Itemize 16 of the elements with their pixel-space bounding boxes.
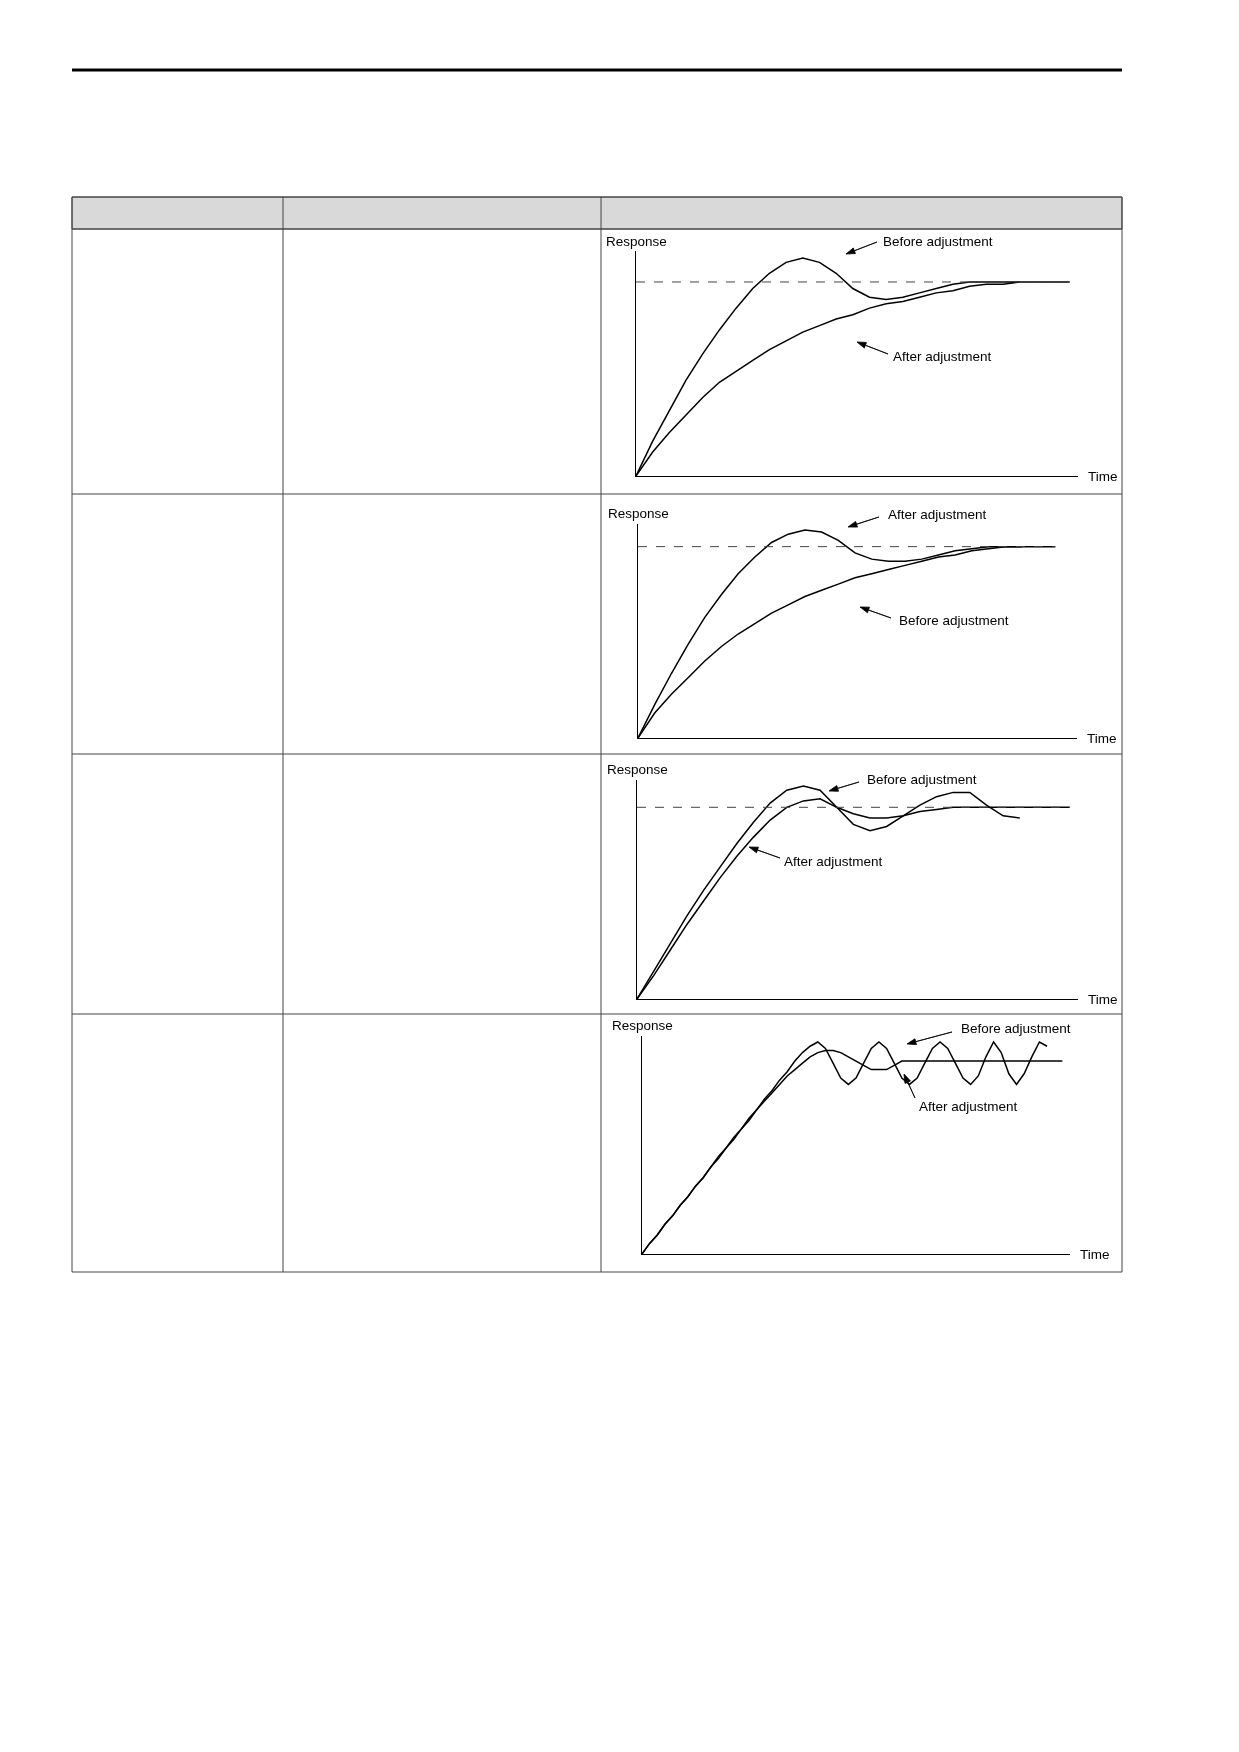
- x-axis-title: Time: [1087, 731, 1117, 746]
- x-axis-title: Time: [1088, 992, 1118, 1007]
- legend-label: After adjustment: [919, 1099, 1018, 1114]
- legend-label: Before adjustment: [867, 772, 977, 787]
- y-axis-title: Response: [612, 1018, 673, 1033]
- legend-label: Before adjustment: [899, 613, 1009, 628]
- legend-label: After adjustment: [893, 349, 992, 364]
- series-label: Before adjustment: [961, 1021, 1071, 1036]
- x-axis-title: Time: [1080, 1247, 1110, 1262]
- x-axis-title: Time: [1088, 469, 1118, 484]
- y-axis-title: Response: [607, 762, 668, 777]
- legend-label: After adjustment: [784, 854, 883, 869]
- legend-label: Before adjustment: [883, 234, 993, 249]
- legend-label: After adjustment: [888, 507, 987, 522]
- y-axis-title: Response: [608, 506, 669, 521]
- y-axis-title: Response: [606, 234, 667, 249]
